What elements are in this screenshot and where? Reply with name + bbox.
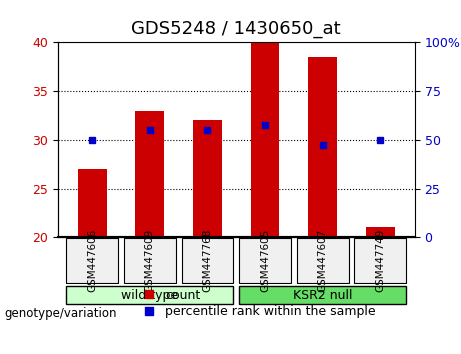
FancyBboxPatch shape (66, 286, 233, 304)
Bar (136, 111, 164, 237)
Text: GSM447606: GSM447606 (87, 229, 97, 292)
FancyBboxPatch shape (239, 238, 291, 283)
FancyBboxPatch shape (66, 238, 118, 283)
FancyBboxPatch shape (239, 286, 406, 304)
Text: KSR2 null: KSR2 null (293, 289, 353, 302)
Bar (366, 228, 395, 237)
Bar (78, 169, 106, 237)
Text: genotype/variation: genotype/variation (5, 307, 117, 320)
FancyBboxPatch shape (297, 238, 349, 283)
FancyBboxPatch shape (182, 238, 233, 283)
Bar (308, 57, 337, 237)
Title: GDS5248 / 1430650_at: GDS5248 / 1430650_at (131, 21, 341, 39)
Text: GSM447768: GSM447768 (202, 229, 213, 292)
Text: GSM447609: GSM447609 (145, 229, 155, 292)
Text: GSM447605: GSM447605 (260, 229, 270, 292)
Text: GSM447607: GSM447607 (318, 229, 328, 292)
Bar (193, 120, 222, 237)
Legend: count, percentile rank within the sample: count, percentile rank within the sample (142, 289, 376, 318)
FancyBboxPatch shape (355, 238, 406, 283)
Bar (251, 42, 279, 237)
Text: GSM447749: GSM447749 (375, 229, 385, 292)
FancyBboxPatch shape (124, 238, 176, 283)
Text: wild type: wild type (121, 289, 178, 302)
